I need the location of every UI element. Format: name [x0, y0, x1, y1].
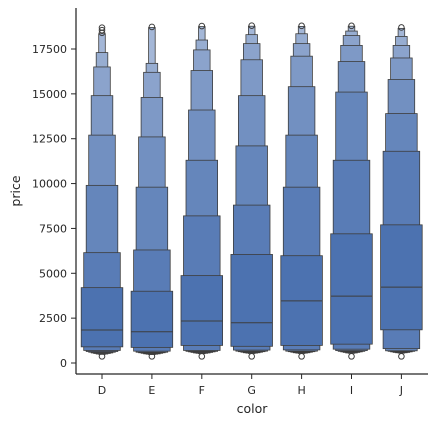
boxen-level-box	[80, 287, 124, 348]
y-tick-label: 15000	[32, 88, 67, 101]
boxen-group-J	[380, 24, 423, 360]
outlier-point	[398, 353, 405, 360]
outlier-point	[248, 353, 255, 360]
x-tick-label: I	[350, 384, 353, 397]
outlier-point	[198, 353, 206, 360]
y-tick-label: 7500	[39, 222, 67, 235]
x-axis-label: color	[237, 401, 269, 416]
y-tick-label: 12500	[32, 133, 67, 146]
y-tick-label: 5000	[39, 267, 67, 280]
outlier-point	[148, 353, 156, 360]
boxen-level-box	[180, 275, 223, 346]
outlier-point	[148, 23, 156, 31]
outlier-point	[298, 22, 305, 30]
boxen-level-box	[230, 254, 273, 347]
outlier-point	[348, 22, 355, 30]
outlier-point	[298, 353, 305, 360]
boxen-group-D	[80, 24, 124, 360]
x-tick-label: J	[399, 384, 403, 397]
y-axis-label: price	[8, 175, 23, 206]
outlier-point	[248, 22, 255, 29]
x-tick-label: E	[148, 384, 155, 397]
x-tick-label: F	[199, 384, 205, 397]
boxen-level-box	[130, 290, 174, 348]
boxen-group-F	[180, 22, 223, 360]
boxen-group-H	[280, 22, 323, 360]
outlier-point	[348, 353, 355, 360]
plot-area	[80, 22, 423, 360]
outlier-point	[198, 22, 206, 30]
y-tick-label: 2500	[39, 312, 67, 325]
y-tick-label: 17500	[32, 43, 67, 56]
boxen-group-I	[330, 22, 373, 360]
outlier-point	[98, 353, 106, 360]
boxen-group-E	[130, 23, 174, 360]
boxen-level-box	[380, 224, 423, 331]
outlier-point	[398, 24, 405, 31]
x-tick-label: G	[247, 384, 256, 397]
outlier-point	[98, 26, 106, 34]
y-tick-label: 10000	[32, 178, 67, 191]
boxen-group-G	[230, 22, 273, 360]
y-tick-label: 0	[60, 357, 67, 370]
x-tick-label: D	[98, 384, 106, 397]
x-axis-ticks: D E F G H I J	[98, 374, 403, 397]
y-axis-ticks: 0 2500 5000 7500 10000 12500 15000 17500	[32, 43, 76, 370]
x-tick-label: H	[297, 384, 305, 397]
outlier-point	[98, 24, 106, 31]
boxen-level-box	[330, 233, 373, 345]
